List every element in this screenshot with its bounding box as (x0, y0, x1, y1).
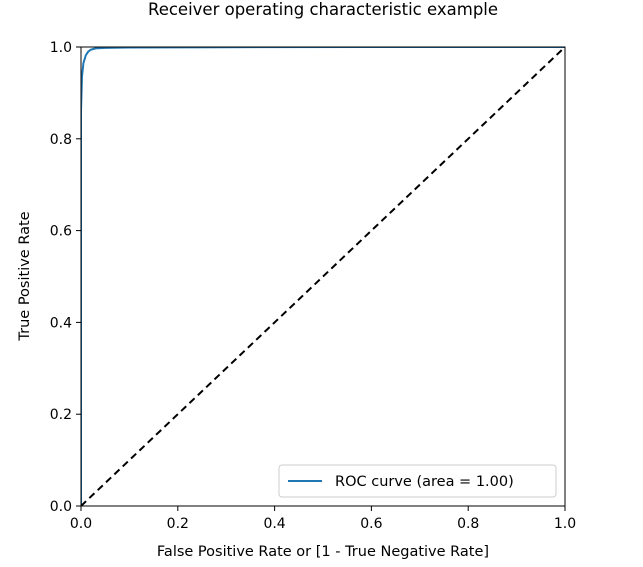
legend-label-roc: ROC curve (area = 1.00) (335, 474, 514, 490)
x-tick-label: 0.0 (70, 516, 92, 532)
x-tick-label: 0.2 (167, 516, 189, 532)
diagonal-reference-line (81, 47, 565, 506)
series-layer (81, 47, 565, 506)
plot-area (81, 47, 565, 506)
x-axis: 0.0 0.2 0.4 0.6 0.8 1.0 (70, 506, 576, 532)
x-tick-label: 1.0 (554, 516, 576, 532)
plot-frame (80, 46, 566, 507)
y-tick-label: 0.2 (50, 407, 72, 423)
y-tick-label: 1.0 (50, 40, 72, 56)
legend-box (278, 464, 557, 498)
y-tick-label: 0.4 (50, 315, 72, 331)
legend: ROC curve (area = 1.00) (278, 464, 557, 498)
chart-title: Receiver operating characteristic exampl… (148, 0, 498, 19)
x-axis-label: False Positive Rate or [1 - True Negativ… (157, 544, 489, 560)
x-tick-label: 0.4 (263, 516, 285, 532)
x-tick-label: 0.6 (360, 516, 382, 532)
y-tick-label: 0.0 (50, 499, 72, 515)
y-tick-label: 0.6 (50, 224, 72, 240)
y-axis: 0.0 0.2 0.4 0.6 0.8 1.0 (50, 40, 81, 515)
y-axis-label: True Positive Rate (17, 211, 33, 341)
y-tick-label: 0.8 (50, 132, 72, 148)
x-tick-label: 0.8 (457, 516, 479, 532)
